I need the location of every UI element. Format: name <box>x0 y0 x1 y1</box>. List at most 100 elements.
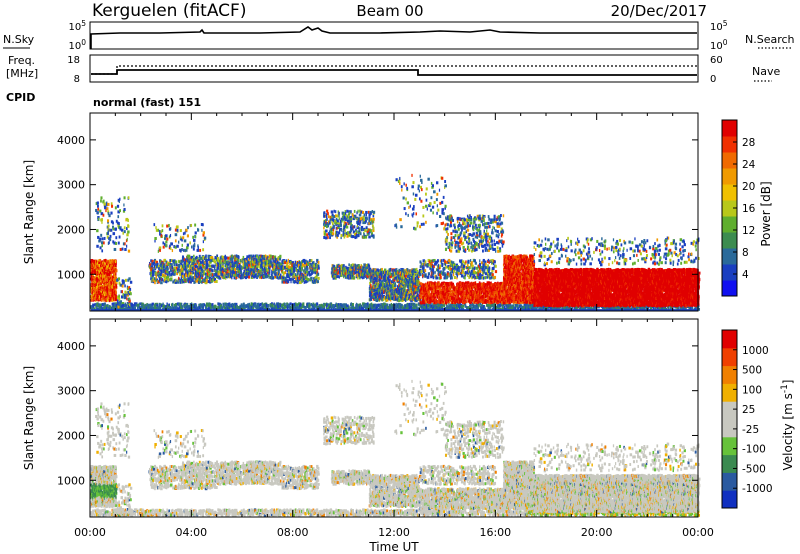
power-echo-cell <box>195 304 197 307</box>
power-echo-cell <box>199 269 200 272</box>
power-echo-cell <box>189 255 191 258</box>
freq-solid-line <box>91 70 697 75</box>
power-echo-cell <box>373 221 375 224</box>
power-echo-cell <box>188 280 189 283</box>
power-echo-cell <box>366 217 368 220</box>
power-echo-cell <box>478 304 480 307</box>
power-echo-cell <box>289 278 292 281</box>
power-echo-cell <box>316 302 318 305</box>
power-echo-cell <box>164 263 166 266</box>
power-echo-cell <box>176 263 178 266</box>
power-echo-cell <box>317 273 319 276</box>
power-echo-cell <box>248 276 250 279</box>
freq-label-line1: Freq. <box>8 54 35 67</box>
power-echo-cell <box>344 234 346 237</box>
power-echo-cell <box>210 269 211 272</box>
power-echo-cell <box>130 292 132 295</box>
power-echo-cell <box>418 303 419 306</box>
power-echo-cell <box>378 272 379 275</box>
power-echo-cell <box>124 291 126 294</box>
power-echo-cell <box>347 231 349 234</box>
power-echo-cell <box>279 255 281 258</box>
date-title: 20/Dec/2017 <box>611 2 707 20</box>
power-echo-cell <box>396 303 397 306</box>
power-echo-cell <box>327 212 329 215</box>
power-echo-cell <box>352 303 354 306</box>
power-echo-cell <box>365 236 367 239</box>
power-echo-cell <box>203 303 205 306</box>
power-echo-cell <box>335 210 336 213</box>
power-echo-cell <box>213 265 214 268</box>
power-echo-cell <box>209 264 210 267</box>
power-echo-cell <box>168 303 170 306</box>
power-echo-cell <box>272 275 273 278</box>
power-echo-cell <box>236 265 238 268</box>
power-echo-cell <box>125 279 127 282</box>
power-echo-cell <box>188 262 190 265</box>
power-echo-cell <box>118 298 120 301</box>
noise-panel: N.Sky 105 100 105 100 N.Search <box>3 19 795 53</box>
power-echo-cell <box>333 225 335 228</box>
power-echo-cell <box>195 269 196 272</box>
power-echo-cell <box>115 264 117 267</box>
power-echo-cell <box>309 304 310 307</box>
power-echo-cell <box>279 258 281 261</box>
power-echo-cell <box>116 304 117 307</box>
power-echo-cell <box>359 214 362 217</box>
power-echo-cell <box>414 306 415 309</box>
power-echo-cell <box>172 303 173 306</box>
power-echo-cell <box>331 210 333 213</box>
power-echo-cell <box>332 232 334 235</box>
power-echo-cell <box>193 255 195 258</box>
power-echo-cell <box>115 272 116 275</box>
noise-left-label: N.Sky <box>3 33 35 46</box>
power-echo-cell <box>386 303 388 306</box>
power-echo-cell <box>256 255 258 258</box>
power-echo-cell <box>293 263 294 266</box>
power-echo-cell <box>326 233 328 236</box>
power-echo-cell <box>365 213 367 216</box>
power-echo-cell <box>118 295 120 298</box>
power-echo-cell <box>346 226 349 229</box>
power-echo-cell <box>232 255 233 258</box>
power-echo-cell <box>414 304 416 307</box>
power-echo-cell <box>284 271 286 274</box>
power-echo-cell <box>371 232 373 235</box>
radar-summary-figure: Kerguelen (fitACF) Beam 00 20/Dec/2017 N… <box>0 0 800 554</box>
power-echo-cell <box>303 302 304 305</box>
power-echo-cell <box>336 231 338 234</box>
power-echo-cell <box>241 267 242 270</box>
power-echo-cell <box>333 229 334 232</box>
power-echo-cell <box>346 210 348 213</box>
power-echo-cell <box>370 229 372 232</box>
power-echo-cell <box>306 267 308 270</box>
power-echo-cell <box>371 297 372 300</box>
power-echo-cell <box>206 303 208 306</box>
power-echo-cell <box>295 277 297 280</box>
power-echo-cell <box>354 210 356 213</box>
power-echo-cell <box>266 275 268 278</box>
noise-panel-frame <box>90 22 698 49</box>
power-echo-cell <box>126 297 127 300</box>
power-echo-cell <box>318 265 320 268</box>
power-echo-cell <box>317 280 319 283</box>
power-echo-cell <box>182 305 183 308</box>
power-echo-cell <box>278 262 280 265</box>
power-echo-cell <box>268 304 270 307</box>
power-echo-cell <box>284 303 286 306</box>
power-echo-cell <box>470 304 471 307</box>
power-echo-cell <box>234 268 236 271</box>
power-echo-cell <box>162 273 163 276</box>
power-echo-cell <box>167 267 169 270</box>
power-echo-cell <box>128 298 130 301</box>
power-echo-cell <box>294 280 297 283</box>
power-echo-cell <box>356 230 358 233</box>
power-echo-cell <box>373 227 374 230</box>
power-echo-cell <box>122 304 124 307</box>
power-echo-cell <box>212 278 214 281</box>
power-echo-cell <box>309 274 311 277</box>
power-echo-cell <box>211 269 213 272</box>
power-echo-cell <box>123 280 124 283</box>
power-echo-cell <box>351 218 353 221</box>
power-echo-cell <box>341 234 343 237</box>
